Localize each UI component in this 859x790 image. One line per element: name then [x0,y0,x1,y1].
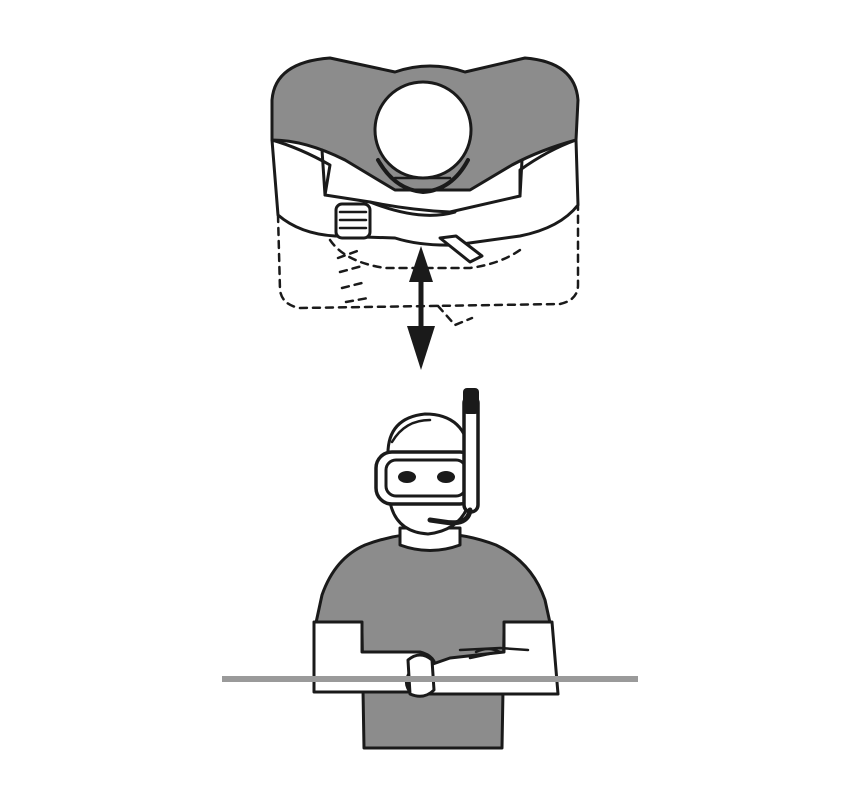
left-fist [334,202,372,240]
head-top [373,80,473,180]
snorkel-mask-strap [376,158,470,194]
neck [398,526,462,552]
snorkel-icon [427,388,480,526]
snorkeler-front-view [312,388,560,750]
dive-mask-icon [374,450,478,506]
dashed-lower-position-outline [276,203,580,327]
right-hand [438,234,484,264]
double-arrow-icon [407,246,435,370]
overhead-diver-view [270,56,580,327]
right-hand-grip [458,646,530,652]
left-fist-front [406,653,436,698]
